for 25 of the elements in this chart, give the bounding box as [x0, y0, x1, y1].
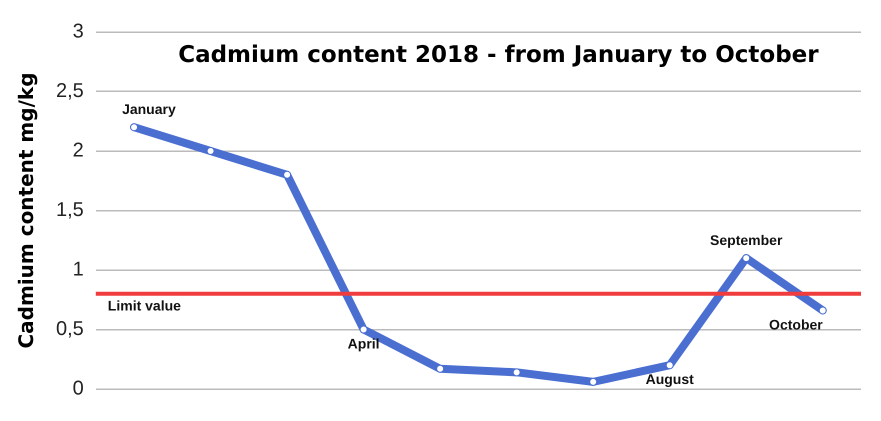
point [436, 364, 444, 373]
x-tick-label: September [710, 232, 783, 248]
ref-line-label: Limit value [108, 298, 182, 314]
point [206, 147, 215, 155]
point [360, 326, 368, 334]
point [666, 361, 674, 370]
y-tick-label: 2 [72, 140, 84, 162]
y-tick-label: 0,5 [56, 318, 84, 340]
y-tick-label: 0 [72, 378, 84, 400]
point [283, 170, 292, 179]
y-tick-label: 2,5 [56, 80, 84, 102]
x-tick-label: August [646, 371, 694, 388]
y-tick-label: 3 [72, 20, 84, 43]
chart-title: Cadmium content 2018 - from January to October [178, 42, 820, 68]
x-tick-label: April [348, 335, 380, 352]
x-tick-label: January [122, 101, 176, 118]
y-axis-title: Cadmium content mg/kg [14, 72, 38, 349]
point [742, 254, 750, 262]
point [512, 368, 521, 376]
y-tick-label: 1 [72, 258, 84, 281]
point [589, 378, 598, 386]
point [818, 306, 827, 314]
y-tick-label: 1,5 [56, 199, 84, 222]
x-tick-label: October [769, 316, 824, 332]
point [130, 123, 138, 132]
